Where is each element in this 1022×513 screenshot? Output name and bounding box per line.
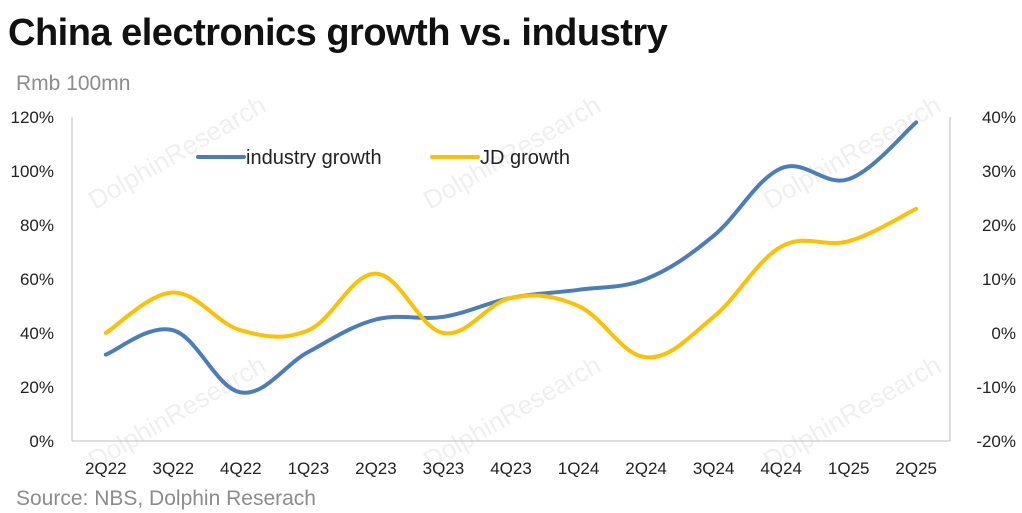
y-left-tick-label: 20% — [20, 378, 54, 397]
x-tick-label: 1Q25 — [828, 459, 870, 478]
series-lines — [103, 120, 919, 395]
y-right-tick-label: 40% — [982, 108, 1016, 127]
axes: 0% 20% 40% 60% 80% 100% 120% -20% -10% 0% 10% 20% 30… — [11, 108, 1016, 478]
x-tick-label: 1Q23 — [288, 459, 330, 478]
legend-label: industry growth — [246, 147, 382, 169]
y-right-tick-label: 20% — [982, 216, 1016, 235]
y-right-tick-label: 0% — [991, 324, 1016, 343]
x-tick-label: 4Q22 — [220, 459, 262, 478]
unit-label: Rmb 100mn — [16, 72, 131, 95]
y-left-tick-label: 80% — [20, 216, 54, 235]
x-tick-label: 2Q23 — [355, 459, 397, 478]
x-tick-label: 2Q24 — [625, 459, 667, 478]
x-tick-label: 3Q24 — [693, 459, 735, 478]
x-tick-label: 1Q24 — [558, 459, 600, 478]
x-tick-label: 4Q23 — [490, 459, 532, 478]
y-right-tick-label: 30% — [982, 162, 1016, 181]
x-tick-label: 2Q25 — [895, 459, 937, 478]
x-tick-label: 3Q22 — [153, 459, 195, 478]
legend: industry growth JD growth — [196, 147, 570, 169]
y-left-tick-label: 120% — [11, 108, 54, 127]
y-right-tick-label: 10% — [982, 270, 1016, 289]
series-line-jd-growth — [103, 206, 919, 360]
y-right-tick-label: -20% — [976, 432, 1016, 451]
y-left-tick-label: 0% — [29, 432, 54, 451]
x-tick-label: 4Q24 — [760, 459, 802, 478]
watermark-4: DolphinResearch — [418, 349, 606, 475]
y-right-tick-label: -10% — [976, 378, 1016, 397]
y-left-tick-label: 40% — [20, 324, 54, 343]
watermark-5: DolphinResearch — [758, 349, 946, 475]
x-tick-label: 2Q22 — [85, 459, 127, 478]
source-note: Source: NBS, Dolphin Reserach — [16, 487, 316, 510]
y-left-tick-label: 100% — [11, 162, 54, 181]
watermark-2: DolphinResearch — [758, 89, 946, 215]
watermark-0: DolphinResearch — [83, 89, 271, 215]
chart-title: China electronics growth vs. industry — [8, 12, 668, 54]
watermark-3: DolphinResearch — [83, 349, 271, 475]
x-tick-label: 3Q23 — [423, 459, 465, 478]
y-left-tick-label: 60% — [20, 270, 54, 289]
legend-label: JD growth — [480, 147, 570, 169]
